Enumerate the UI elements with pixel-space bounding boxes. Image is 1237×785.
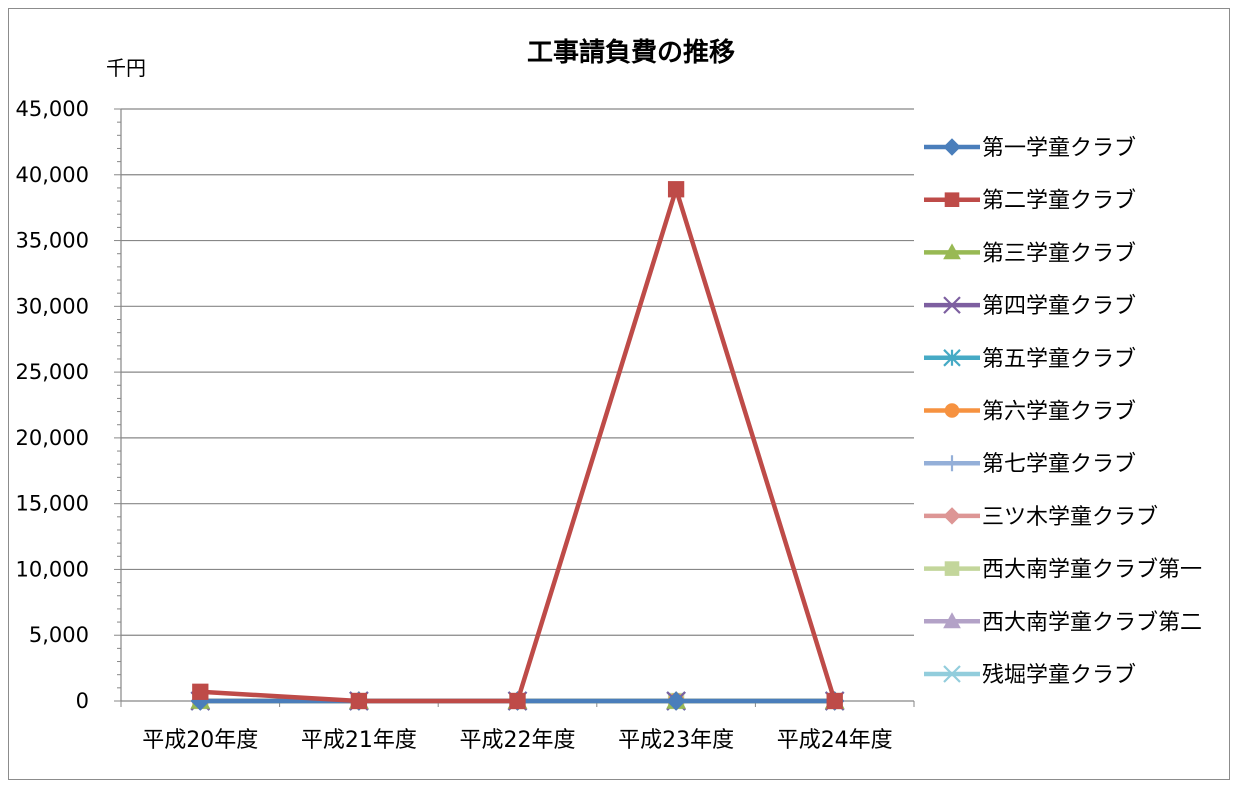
line-chart: 工事請負費の推移 千円 0 5,000 10,000 15,000 20,000 25,0… xyxy=(16,37,1203,753)
legend-marker xyxy=(943,138,961,156)
x-tick-label: 平成21年度 xyxy=(301,728,417,753)
chart-frame: 工事請負費の推移 千円 0 5,000 10,000 15,000 20,000 25,0… xyxy=(8,8,1230,780)
series-line xyxy=(200,186,837,704)
y-tick-label: 5,000 xyxy=(29,623,89,647)
legend-entry: 第二学童クラブ xyxy=(924,189,1136,214)
x-tick-label: 平成22年度 xyxy=(460,728,576,753)
legend: 第一学童クラブ第二学童クラブ第三学童クラブ第四学童クラブ第五学童クラブ第六学童ク… xyxy=(924,136,1202,688)
data-point xyxy=(509,692,526,710)
y-tick-label: 30,000 xyxy=(16,294,89,318)
legend-entry: 第七学童クラブ xyxy=(924,452,1136,477)
legend-label: 三ツ木学童クラブ xyxy=(982,505,1158,530)
legend-label: 第六学童クラブ xyxy=(982,400,1136,425)
legend-label: 残堀学童クラブ xyxy=(982,663,1136,688)
legend-marker xyxy=(943,507,961,525)
legend-label: 第五学童クラブ xyxy=(982,347,1136,372)
y-tick-label: 10,000 xyxy=(16,557,89,581)
y-tick-label: 40,000 xyxy=(16,163,89,187)
legend-label: 第三学童クラブ xyxy=(982,241,1136,266)
legend-marker xyxy=(943,349,961,367)
legend-marker xyxy=(943,612,961,629)
legend-entry: 三ツ木学童クラブ xyxy=(924,505,1158,530)
legend-label: 西大南学童クラブ第一 xyxy=(982,558,1202,583)
data-point xyxy=(826,692,843,710)
legend-entry: 第一学童クラブ xyxy=(924,136,1136,161)
legend-label: 第一学童クラブ xyxy=(982,136,1136,161)
legend-marker xyxy=(943,296,961,314)
axes: 0 5,000 10,000 15,000 20,000 25,000 30,000 35,0… xyxy=(16,97,915,753)
data-point xyxy=(192,683,209,700)
data-point xyxy=(350,692,368,710)
x-tick-label: 平成20年度 xyxy=(142,728,258,753)
legend-entry: 第六学童クラブ xyxy=(924,400,1136,425)
legend-marker xyxy=(943,665,961,683)
data-point xyxy=(666,691,686,711)
legend-marker xyxy=(944,403,960,418)
legend-entry: 西大南学童クラブ第二 xyxy=(924,610,1202,635)
y-tick-label: 0 xyxy=(76,689,89,713)
legend-label: 西大南学童クラブ第二 xyxy=(982,610,1202,635)
legend-entry: 第五学童クラブ xyxy=(924,347,1136,372)
y-axis-unit-label: 千円 xyxy=(106,56,146,80)
series-2 xyxy=(192,181,843,710)
legend-entry: 西大南学童クラブ第一 xyxy=(924,558,1202,583)
chart-title: 工事請負費の推移 xyxy=(527,37,735,68)
x-tick-label: 平成23年度 xyxy=(618,728,734,753)
legend-entry: 第四学童クラブ xyxy=(924,294,1136,319)
legend-entry: 第三学童クラブ xyxy=(924,241,1136,266)
y-tick-label: 45,000 xyxy=(16,97,89,121)
y-tick-label: 15,000 xyxy=(16,492,89,516)
y-tick-label: 35,000 xyxy=(16,229,89,253)
legend-label: 第七学童クラブ xyxy=(982,452,1136,477)
gridlines xyxy=(121,108,914,636)
legend-marker xyxy=(944,455,960,472)
legend-marker xyxy=(944,561,960,576)
legend-marker xyxy=(943,243,961,260)
legend-marker xyxy=(944,192,960,207)
legend-label: 第四学童クラブ xyxy=(982,294,1136,319)
x-tick-label: 平成24年度 xyxy=(777,728,893,753)
data-point xyxy=(667,181,685,198)
legend-entry: 残堀学童クラブ xyxy=(924,663,1136,688)
legend-label: 第二学童クラブ xyxy=(982,189,1136,214)
y-tick-label: 25,000 xyxy=(16,360,89,384)
series-layer xyxy=(190,181,845,711)
y-tick-label: 20,000 xyxy=(16,426,89,450)
